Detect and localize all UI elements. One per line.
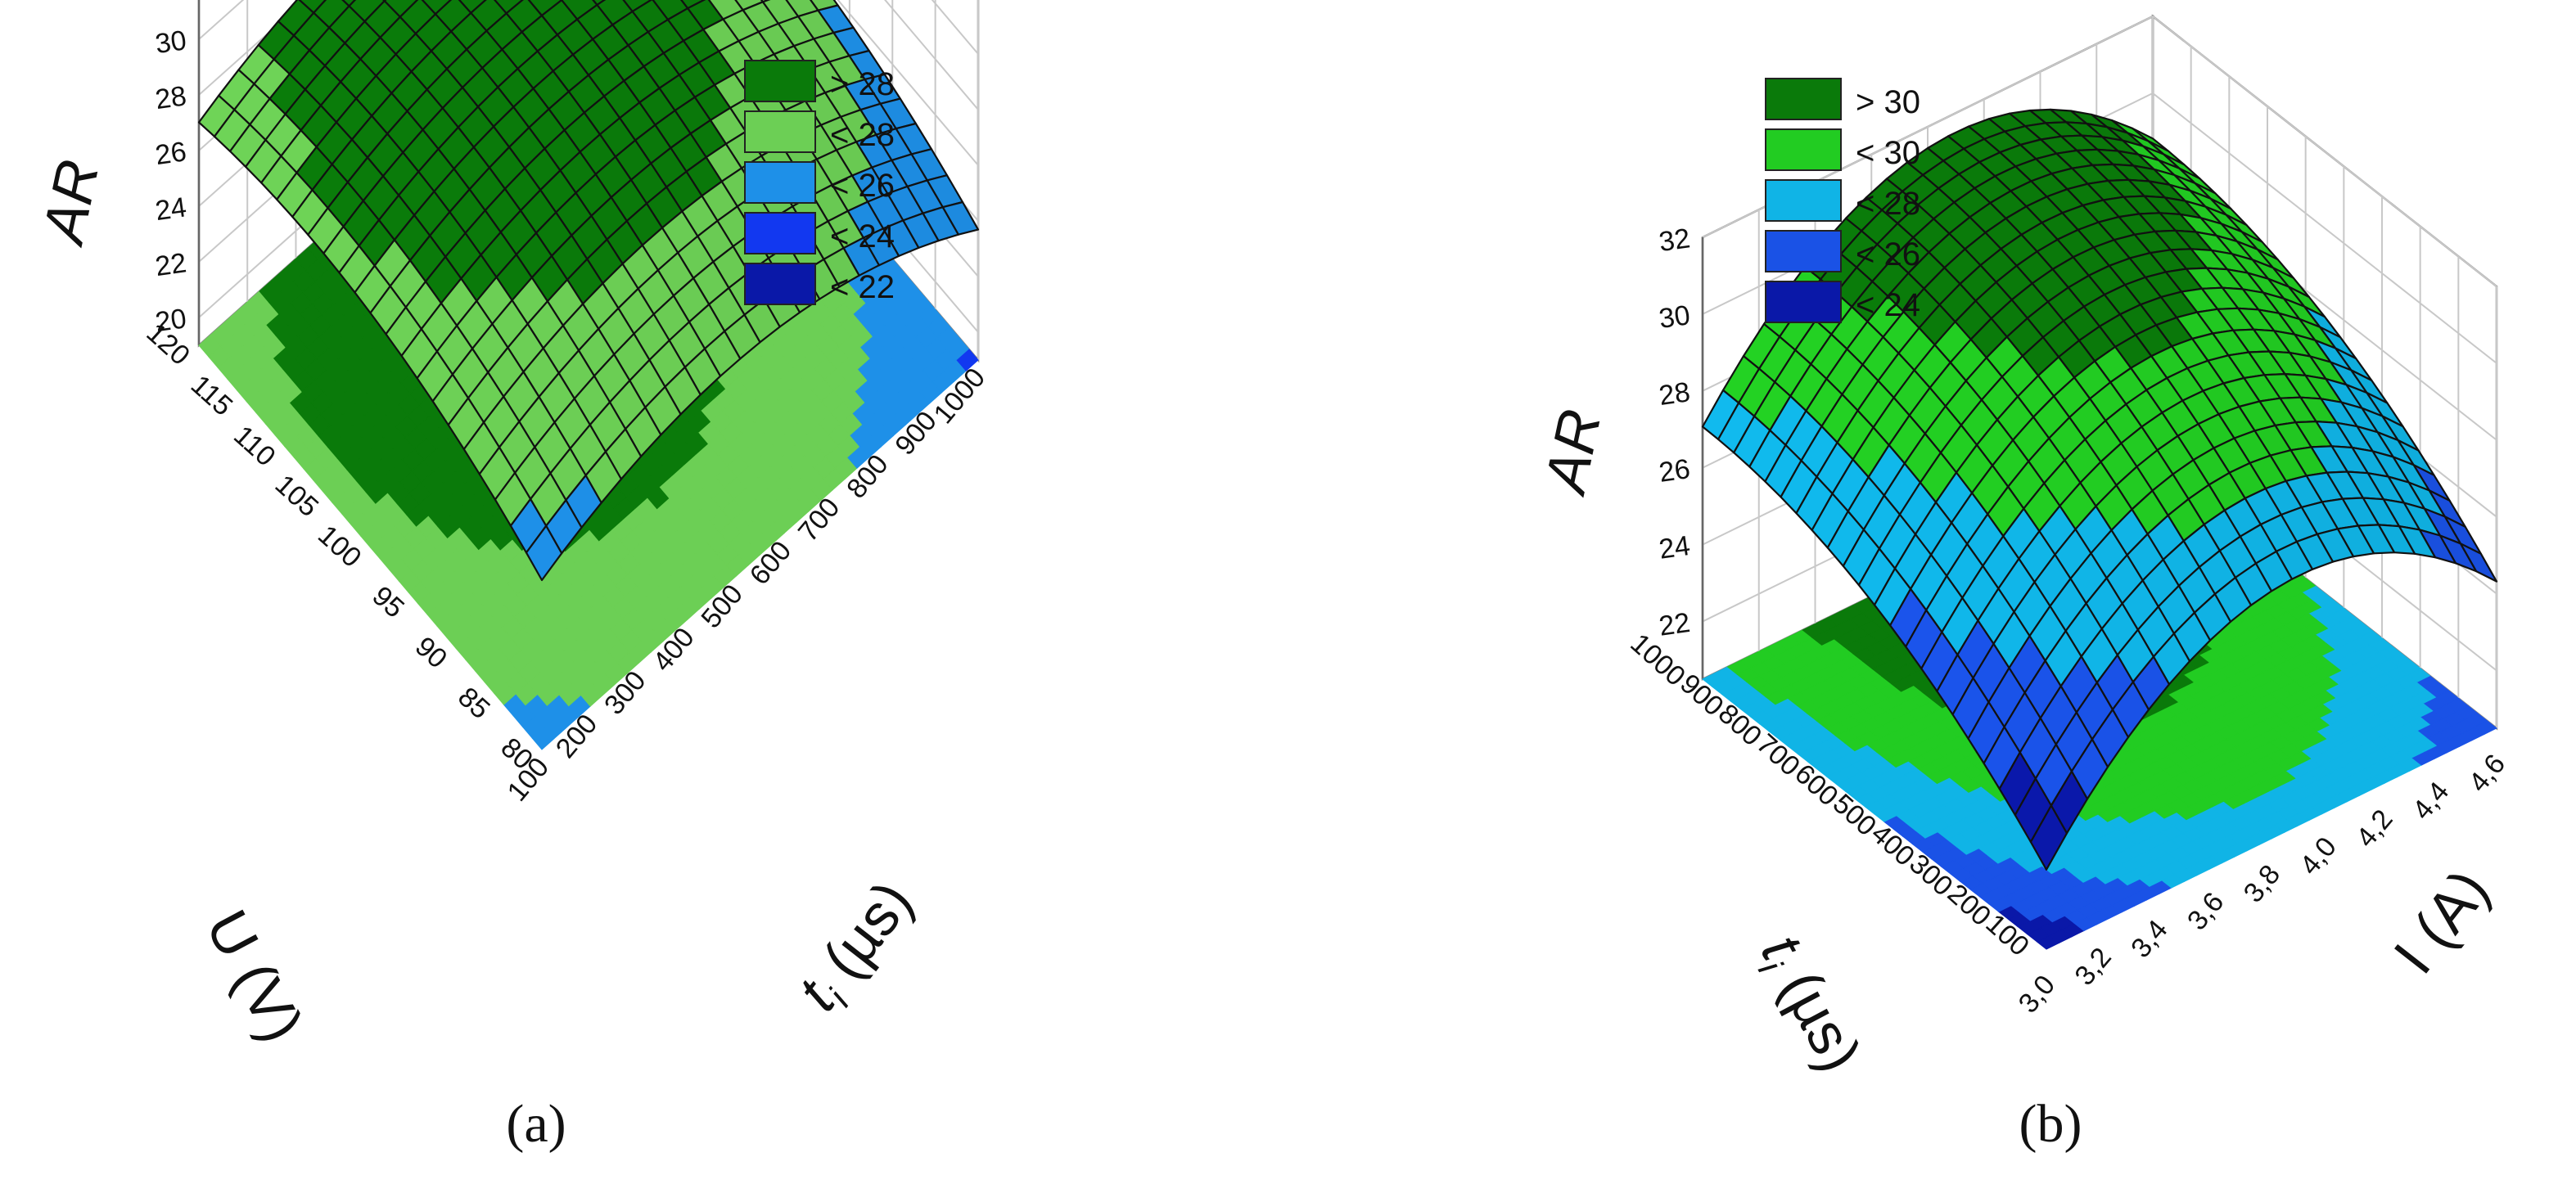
axis-title-part: (µs) [801, 869, 926, 1003]
z-tick-label: 20 [153, 303, 188, 338]
legend-swatch [1765, 78, 1842, 120]
legend-swatch [1765, 179, 1842, 222]
response-surface [197, 0, 980, 582]
legend-swatch [744, 263, 816, 305]
z-tick-label: 22 [1657, 607, 1692, 642]
legend-label: < 30 [1856, 135, 1920, 171]
legend-label: > 28 [830, 66, 895, 102]
z-tick-label: 22 [153, 247, 188, 282]
y-axis-title: U (V) [193, 900, 315, 1052]
x-tick-label: 4,6 [2463, 749, 2511, 799]
legend-label: < 28 [830, 117, 895, 153]
x-tick-label: 3,4 [2125, 914, 2173, 964]
z-tick-label: 28 [153, 80, 188, 115]
legend-swatch [1765, 230, 1842, 272]
z-tick-label: 30 [153, 25, 188, 60]
legend-swatch [744, 161, 816, 204]
z-tick-label: 26 [1657, 453, 1692, 488]
x-tick-label: 4,0 [2294, 831, 2342, 881]
legend-swatch [744, 110, 816, 153]
z-tick-label: 32 [153, 0, 188, 4]
legend-swatch [744, 212, 816, 254]
panel-caption: (a) [506, 1094, 566, 1154]
panel-caption: (b) [2019, 1094, 2082, 1154]
legend-label: < 24 [1856, 287, 1920, 323]
x-tick-label: 3,2 [2068, 942, 2117, 992]
z-tick-label: 24 [153, 191, 188, 227]
legend-label: > 30 [1856, 84, 1920, 120]
legend: > 30 < 30 < 28 < 26 < 24 [1765, 78, 1920, 323]
legend-swatch [1765, 281, 1842, 323]
z-tick-label: 26 [153, 136, 188, 171]
surface-cell [525, 524, 563, 582]
legend-label: < 26 [830, 168, 895, 204]
legend-label: < 24 [830, 218, 895, 254]
x-tick-label: 3,6 [2181, 886, 2230, 936]
axis-title-part: I (A) [2382, 858, 2502, 985]
legend: > 28 < 28 < 26 < 24 < 22 [744, 60, 895, 305]
chart-panel-a: 1002003004005006007008009001000808590951… [30, 0, 991, 1154]
legend-swatch [744, 60, 816, 102]
surface-cell [341, 0, 357, 7]
x-axis-title: I (A) [2382, 858, 2502, 985]
surface-cell [2029, 804, 2068, 871]
z-tick-label: 28 [1657, 376, 1692, 412]
z-axis-title: AR [1532, 404, 1614, 501]
z-axis-title: AR [30, 155, 112, 251]
z-tick-label: 32 [1657, 223, 1692, 258]
x-tick-label: 3,8 [2238, 859, 2286, 909]
axis-title-part: U (V) [193, 900, 315, 1052]
z-tick-label: 30 [1657, 299, 1692, 335]
x-axis-title: ti (µs) [786, 869, 931, 1026]
chart-panel-b: 3,03,23,43,63,84,04,24,44,61002003004005… [1532, 14, 2511, 1154]
legend-label: < 26 [1856, 236, 1920, 272]
y-axis-title: ti (µs) [1743, 925, 1874, 1085]
z-tick-label: 24 [1657, 530, 1692, 565]
x-tick-label: 3,0 [2013, 970, 2061, 1020]
x-tick-label: 4,4 [2407, 776, 2455, 826]
legend-label: < 28 [1856, 186, 1920, 222]
legend-swatch [1765, 128, 1842, 171]
x-tick-label: 4,2 [2350, 804, 2398, 853]
legend-label: < 22 [830, 269, 895, 305]
response-surface [1701, 108, 2498, 871]
